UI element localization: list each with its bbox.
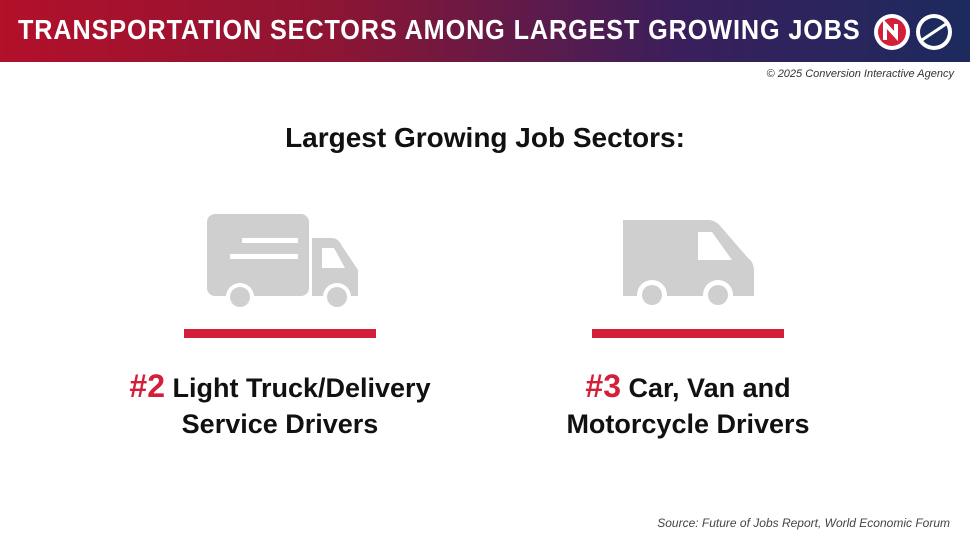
sector-label: #3 Car, Van and Motorcycle Drivers [478,368,898,442]
label-line: Service Drivers [181,409,379,439]
sector-label: #2 Light Truck/Delivery Service Drivers [70,368,490,442]
heading: Largest Growing Job Sectors: [285,122,685,153]
copyright: © 2025 Conversion Interactive Agency [766,68,954,80]
divider [184,329,376,338]
label-line: Motorcycle Drivers [566,409,810,439]
source: Source: Future of Jobs Report, World Eco… [657,516,950,530]
header: TRANSPORTATION SECTORS AMONG LARGEST GRO… [0,0,970,62]
rank: #2 [129,368,165,404]
truck-icon [207,214,358,311]
sector-item: #2 Light Truck/Delivery Service Drivers [70,200,490,442]
van-icon [623,220,754,310]
sector-item: #3 Car, Van and Motorcycle Drivers [478,200,898,442]
header-title: TRANSPORTATION SECTORS AMONG LARGEST GRO… [18,14,861,45]
divider [592,329,784,338]
label-line: Light Truck/Delivery [172,373,431,403]
logos [874,14,952,50]
label-line: Car, Van and [628,373,791,403]
rank: #3 [585,368,621,404]
